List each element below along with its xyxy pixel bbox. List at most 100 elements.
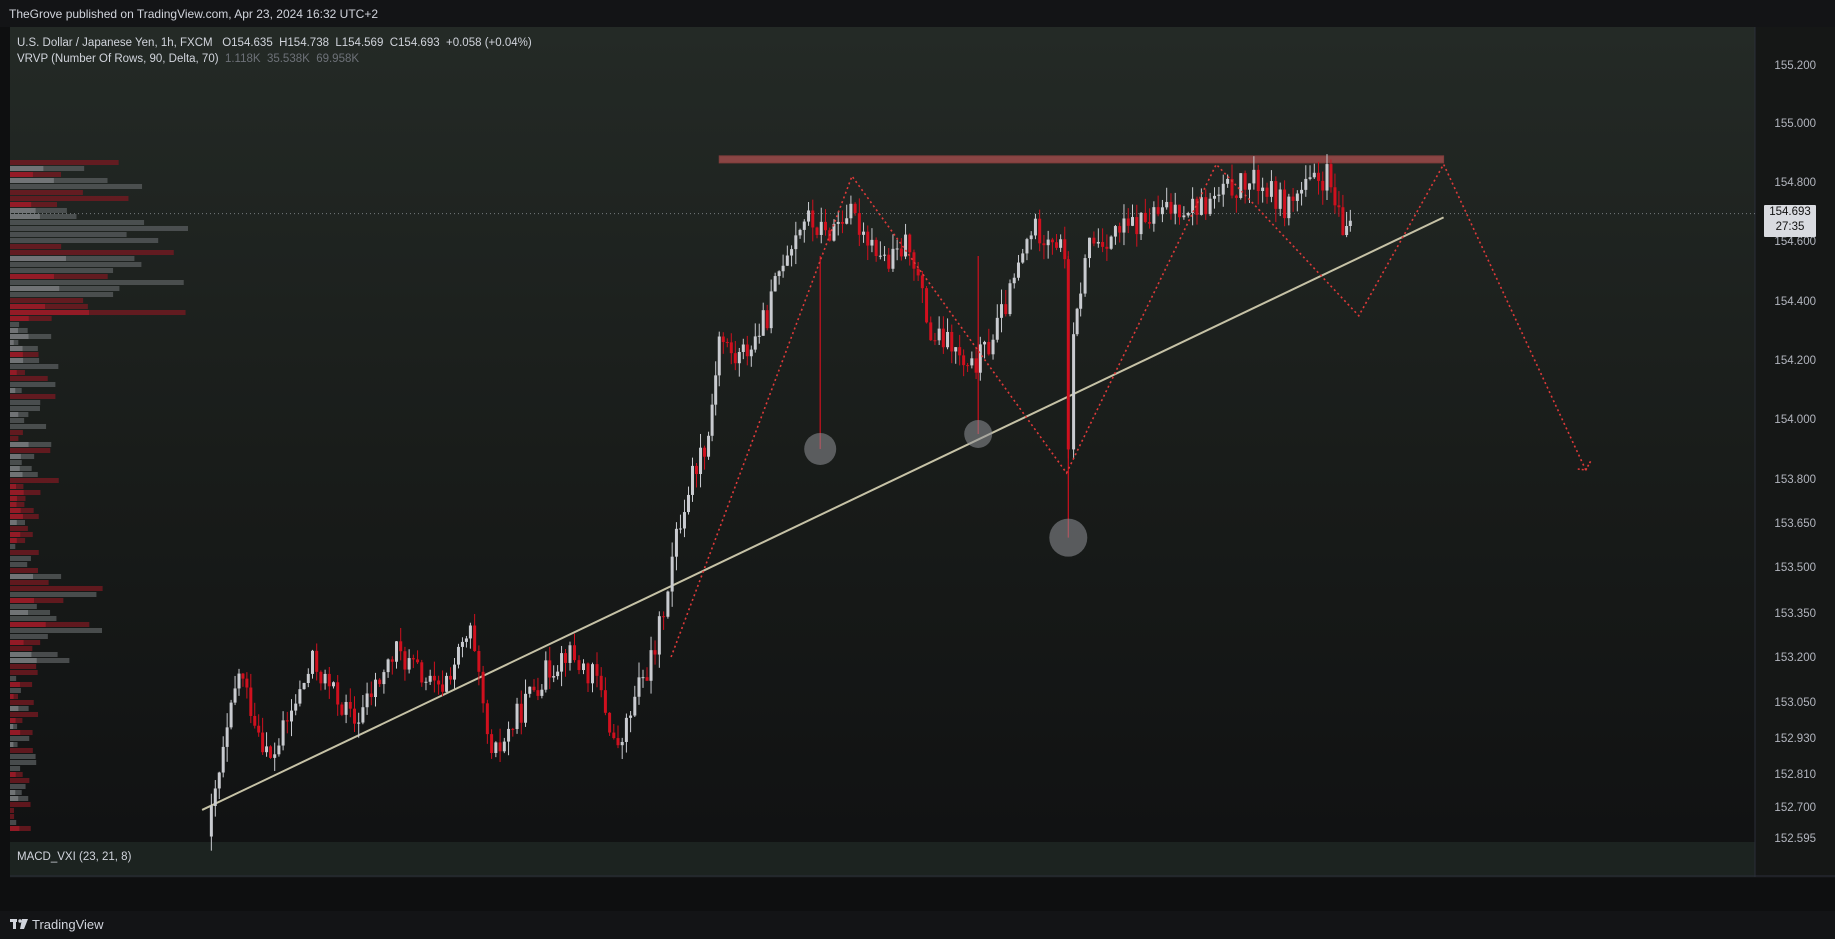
candle-body — [382, 672, 386, 685]
candle-body — [1217, 194, 1221, 196]
price-chart[interactable]: 155.200 155.000 154.800 154.600 154.400 154.2… — [10, 27, 1835, 878]
candle-body — [707, 435, 711, 457]
volume-profile-bar — [10, 364, 59, 369]
volume-profile-delta — [10, 472, 23, 477]
candle-body — [399, 641, 403, 652]
volume-profile-delta — [10, 502, 17, 507]
candle-body — [725, 342, 729, 344]
candle-body — [987, 341, 991, 355]
volume-profile-bar — [10, 646, 33, 651]
candle-body — [733, 353, 737, 364]
candle-body — [586, 663, 590, 684]
volume-profile-bar — [10, 268, 114, 273]
candle-body — [411, 658, 415, 660]
vrvp-value-1: 1.118K — [224, 53, 261, 65]
volume-profile-bar — [10, 592, 97, 597]
candle-body — [1118, 226, 1122, 233]
candle-body — [241, 673, 245, 679]
volume-profile-delta — [10, 256, 66, 261]
candle-body — [904, 234, 908, 257]
volume-profile-bar — [10, 298, 84, 303]
candle-body — [682, 512, 686, 529]
volume-profile-bar — [10, 172, 61, 177]
volume-profile-delta — [10, 334, 29, 339]
candle-body — [874, 239, 878, 256]
candle-body — [962, 355, 966, 366]
candle-body — [785, 255, 789, 266]
volume-profile-delta — [10, 640, 24, 645]
candle-body — [781, 265, 785, 272]
volume-profile-bar — [10, 196, 129, 201]
volume-profile-bar — [10, 190, 83, 195]
candle-body — [1101, 241, 1105, 247]
candle-body — [773, 276, 777, 292]
volume-profile-bar — [10, 754, 36, 759]
marked-low-circle[interactable] — [964, 420, 993, 448]
volume-profile-bar — [10, 628, 103, 633]
macd-indicator-label[interactable]: MACD_VXI (23, 21, 8) — [17, 851, 132, 863]
candle-body — [249, 687, 253, 716]
candle-body — [1092, 237, 1096, 244]
candle-body — [1000, 304, 1004, 318]
candle-body — [1234, 195, 1238, 198]
volume-profile-bar — [10, 238, 159, 243]
candle-body — [824, 221, 827, 231]
vrvp-label[interactable]: VRVP (Number Of Rows, 90, Delta, 70) — [17, 53, 219, 65]
volume-profile-delta — [10, 694, 14, 699]
volume-profile-delta — [10, 166, 44, 171]
resistance-zone[interactable] — [718, 155, 1445, 164]
candle-body — [490, 734, 494, 753]
projection-path[interactable] — [670, 162, 1587, 658]
candle-body — [920, 275, 924, 289]
volume-profile-bar — [10, 496, 26, 501]
candle-body — [1230, 178, 1234, 196]
volume-profile-bar — [10, 664, 37, 669]
time-axis-panel[interactable] — [10, 877, 1835, 878]
candle-body — [1055, 242, 1059, 248]
volume-profile-bar — [10, 790, 22, 795]
chart-area[interactable]: 155.200 155.000 154.800 154.600 154.400 154.2… — [10, 27, 1835, 878]
candle-body — [253, 715, 257, 726]
price-axis-panel[interactable] — [1755, 27, 1835, 878]
volume-profile-bar — [10, 796, 29, 801]
candle-body — [1021, 253, 1025, 263]
volume-profile-bar — [10, 736, 30, 741]
tradingview-logo[interactable]: TradingView — [10, 917, 104, 932]
volume-profile-bar — [10, 256, 135, 261]
candle-body — [1008, 283, 1012, 315]
marked-low-circle[interactable] — [804, 433, 837, 465]
candle-body — [524, 693, 528, 723]
candle-body — [912, 252, 916, 269]
marked-low-circle[interactable] — [1049, 518, 1088, 557]
candle-body — [710, 404, 714, 436]
candle-body — [1317, 172, 1321, 181]
candle-body — [311, 650, 314, 674]
ascending-trendline[interactable] — [201, 216, 1445, 811]
candle-body — [209, 805, 213, 837]
volume-profile-bar — [10, 388, 22, 393]
candle-body — [729, 342, 733, 354]
volume-profile-delta — [10, 658, 37, 663]
candle-body — [916, 268, 920, 276]
volume-profile-bar — [10, 466, 32, 471]
candle-body — [315, 650, 319, 672]
candle-body — [1291, 196, 1295, 201]
macd-pane[interactable] — [10, 842, 1755, 878]
candle-body — [815, 227, 819, 235]
candle-body — [653, 650, 657, 655]
price-tick-label: 152.595 — [1774, 833, 1816, 845]
candle-body — [954, 347, 958, 352]
candle-body — [468, 625, 472, 639]
volume-profile-bar — [10, 220, 145, 225]
candle-body — [686, 494, 690, 513]
candle-body — [974, 358, 978, 373]
volume-profile-bar — [10, 532, 33, 537]
candle-body — [1199, 197, 1203, 215]
candle-body — [1178, 204, 1181, 218]
volume-profile-delta — [10, 826, 20, 831]
candle-body — [753, 336, 757, 350]
volume-profile-bar — [10, 178, 108, 183]
candle-body — [1038, 218, 1042, 244]
candle-body — [629, 715, 633, 718]
candle-body — [294, 703, 298, 711]
